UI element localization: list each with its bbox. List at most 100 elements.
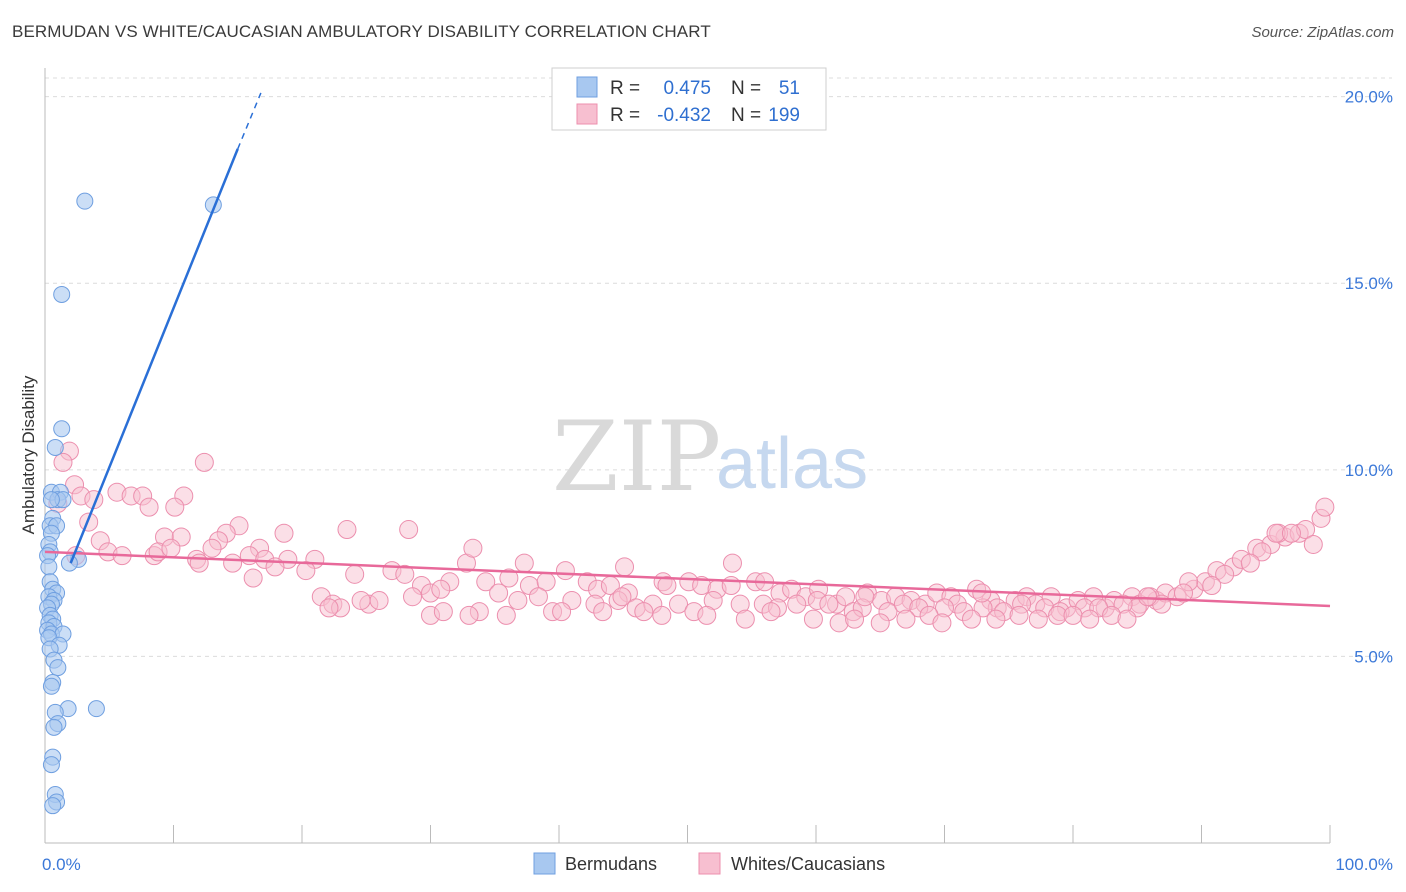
- point-white-36: [189, 553, 209, 573]
- bottom-legend-bermudans: Bermudans: [565, 854, 657, 874]
- bottom-legend-whites: Whites/Caucasians: [731, 854, 885, 874]
- point-white-181: [1009, 605, 1029, 625]
- point-white-195: [972, 583, 992, 603]
- point-white-182: [1028, 609, 1048, 629]
- point-white-188: [459, 605, 479, 625]
- point-white-163: [496, 605, 516, 625]
- y-tick-label-0: 5.0%: [1354, 647, 1393, 666]
- point-white-192: [612, 587, 632, 607]
- point-white-178: [932, 613, 952, 633]
- point-white-185: [1080, 609, 1100, 629]
- point-white-167: [634, 602, 654, 622]
- point-white-115: [1202, 576, 1222, 596]
- watermark-atlas: atlas: [716, 424, 868, 504]
- point-white-39: [296, 561, 316, 581]
- point-white-110: [1315, 497, 1335, 517]
- point-white-35: [161, 538, 181, 558]
- point-white-68: [722, 553, 742, 573]
- point-bermudan-9: [42, 491, 60, 509]
- point-white-1: [53, 452, 73, 472]
- point-white-166: [593, 602, 613, 622]
- bottom-legend: Bermudans Whites/Caucasians: [533, 852, 885, 875]
- trend-line-whites: [44, 550, 1331, 608]
- point-white-64: [721, 576, 741, 596]
- trend-line-bermudans-extension: [237, 92, 262, 150]
- point-bermudan-18: [60, 554, 78, 572]
- point-white-168: [652, 605, 672, 625]
- point-white-117: [1174, 583, 1194, 603]
- bottom-legend-swatch-whites: [698, 852, 721, 875]
- point-white-170: [735, 609, 755, 629]
- y-tick-label-1: 10.0%: [1345, 461, 1393, 480]
- y-tick-label-2: 15.0%: [1345, 274, 1393, 293]
- point-white-108: [1303, 534, 1323, 554]
- point-white-135: [669, 594, 689, 614]
- point-white-179: [961, 609, 981, 629]
- point-white-41: [345, 564, 365, 584]
- legend-r-value-1: -0.432: [657, 105, 711, 126]
- point-white-189: [351, 590, 371, 610]
- point-white-129: [528, 587, 548, 607]
- point-white-113: [1240, 553, 1260, 573]
- point-white-176: [896, 609, 916, 629]
- point-bermudan-47: [42, 756, 60, 774]
- point-white-40: [243, 568, 263, 588]
- point-white-24: [399, 520, 419, 540]
- point-white-143: [819, 594, 839, 614]
- point-white-172: [803, 609, 823, 629]
- point-white-141: [787, 594, 807, 614]
- axes: [44, 68, 1331, 844]
- point-white-175: [870, 613, 890, 633]
- point-bermudan-3: [53, 420, 71, 438]
- point-white-112: [1252, 542, 1272, 562]
- legend-r-value-0: 0.475: [663, 78, 711, 99]
- point-white-15: [337, 520, 357, 540]
- point-bermudan-41: [87, 700, 105, 718]
- point-white-45: [395, 564, 415, 584]
- point-white-55: [615, 557, 635, 577]
- legend-n-label-1: N =: [731, 105, 761, 126]
- point-white-194: [855, 587, 875, 607]
- x-tick-label-1: 100.0%: [1335, 855, 1393, 874]
- point-white-165: [552, 602, 572, 622]
- legend-r-label-0: R =: [610, 78, 640, 99]
- point-white-198: [1281, 523, 1301, 543]
- point-bermudan-38: [49, 659, 67, 677]
- chart-title: BERMUDAN VS WHITE/CAUCASIAN AMBULATORY D…: [12, 22, 711, 41]
- y-tick-labels: 5.0% 10.0% 15.0% 20.0%: [1345, 88, 1393, 667]
- point-white-187: [1117, 609, 1137, 629]
- gridlines: [45, 77, 1392, 657]
- series-whites-caucasians: [48, 441, 1335, 633]
- point-bermudan-45: [45, 718, 63, 736]
- point-white-22: [202, 538, 222, 558]
- point-white-191: [508, 590, 528, 610]
- point-white-125: [403, 587, 423, 607]
- source-label: Source: ZipAtlas.com: [1251, 24, 1394, 41]
- point-white-2: [194, 452, 214, 472]
- point-white-180: [986, 609, 1006, 629]
- point-bermudan-50: [44, 797, 62, 815]
- point-white-12: [165, 497, 185, 517]
- point-white-53: [555, 561, 575, 581]
- legend-r-label-1: R =: [610, 105, 640, 126]
- point-white-161: [433, 602, 453, 622]
- point-bermudan-0: [76, 192, 94, 210]
- point-white-60: [657, 576, 677, 596]
- legend: R = 0.475 N = 51 R = -0.432 N = 199: [551, 67, 827, 131]
- legend-box: [551, 67, 827, 131]
- point-white-124: [369, 590, 389, 610]
- point-white-196: [1138, 587, 1158, 607]
- point-white-47: [476, 572, 496, 592]
- y-tick-label-3: 20.0%: [1345, 88, 1393, 107]
- legend-n-value-0: 51: [779, 78, 800, 99]
- watermark-zip: ZIP: [552, 401, 721, 513]
- point-bermudan-19: [40, 558, 58, 576]
- x-tick-labels: 0.0% 100.0%: [42, 855, 1393, 874]
- legend-swatch-bermudans: [576, 76, 598, 98]
- point-white-48: [499, 568, 519, 588]
- point-white-50: [463, 538, 483, 558]
- point-bermudan-2: [53, 285, 71, 303]
- point-white-127: [431, 579, 451, 599]
- point-white-114: [1215, 564, 1235, 584]
- legend-n-label-0: N =: [731, 78, 761, 99]
